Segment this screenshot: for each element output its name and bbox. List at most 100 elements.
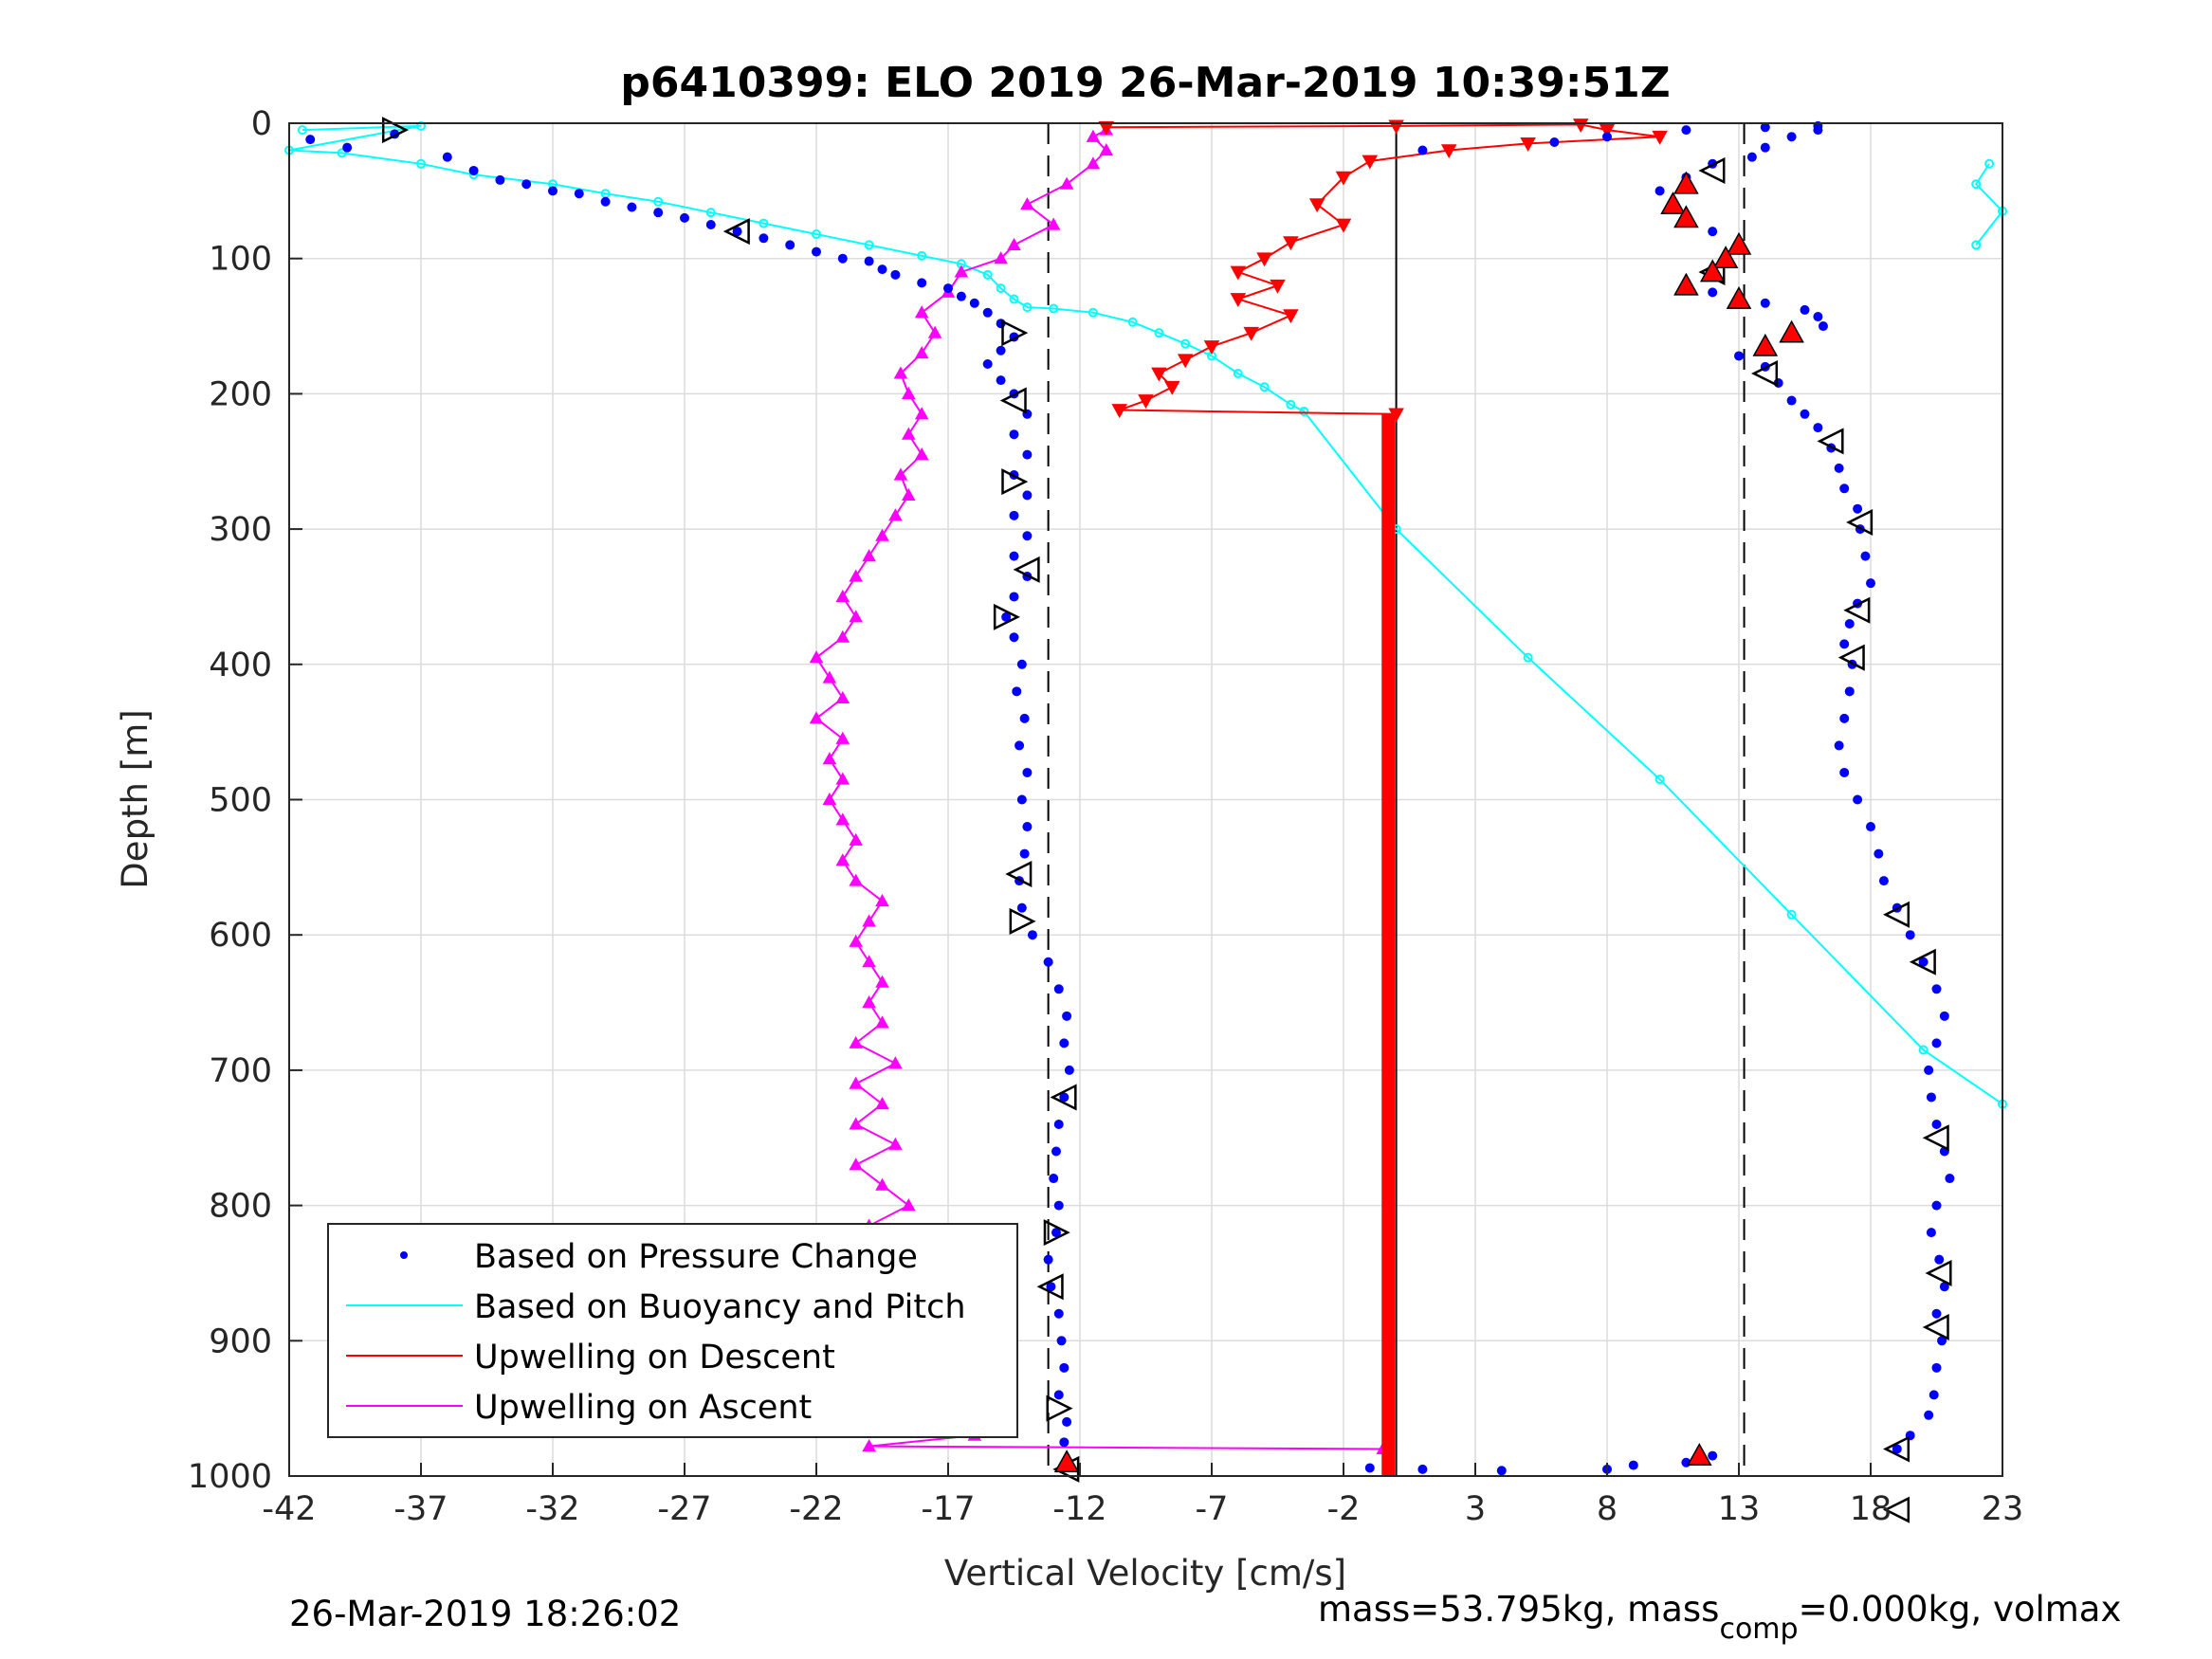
open-triangle-marker [1846, 508, 1874, 536]
marker-layer [381, 117, 1952, 1523]
open-triangle-marker [1817, 428, 1844, 455]
red-filled-triangle-marker [1699, 259, 1726, 283]
upwelling-ascent-marker [835, 812, 850, 826]
buoyancy-pitch-point [1971, 240, 1982, 250]
upwelling-ascent-marker [888, 508, 903, 521]
open-triangle-marker [1005, 860, 1033, 888]
y-tick-label: 200 [209, 375, 272, 413]
footer-mass-main: mass=53.795kg, mass [1318, 1589, 1719, 1630]
buoyancy-pitch-point [297, 125, 307, 136]
pressure-change-point [1049, 1174, 1059, 1184]
pressure-change-point [1760, 298, 1770, 308]
upwelling-ascent-marker [835, 690, 850, 704]
pressure-change-point [1746, 152, 1757, 162]
pressure-change-point [1059, 1437, 1069, 1448]
pressure-change-point [342, 142, 353, 153]
pressure-change-point [1046, 1282, 1056, 1292]
buoyancy-pitch-point [1022, 302, 1033, 313]
upwelling-ascent-marker [822, 670, 837, 684]
pressure-change-point [1834, 740, 1844, 751]
open-triangle-marker [1909, 948, 1936, 975]
upwelling-descent-marker [1203, 340, 1220, 355]
pressure-change-point [1019, 848, 1030, 859]
open-triangle-marker [1843, 596, 1871, 624]
red-filled-triangle-marker [1726, 231, 1752, 255]
x-tick-label: -32 [525, 1490, 579, 1528]
pressure-change-point [705, 220, 716, 230]
x-tick-label: -2 [1327, 1490, 1361, 1528]
y-tick-label: 600 [209, 917, 272, 955]
pressure-change-point [864, 256, 874, 266]
buoyancy-pitch-point [1049, 303, 1059, 314]
upwelling-ascent-marker [1086, 129, 1101, 142]
pressure-change-point [1009, 551, 1019, 561]
pressure-change-point [1800, 409, 1810, 419]
upwelling-ascent-marker [1059, 176, 1074, 190]
pressure-change-point [1931, 1200, 1942, 1211]
upwelling-ascent-marker [875, 528, 889, 541]
upwelling-ascent-marker [835, 731, 850, 744]
red-filled-triangle-marker [1752, 333, 1779, 356]
pressure-change-point [1019, 713, 1030, 723]
pressure-change-point [1931, 984, 1942, 994]
pressure-change-point [1708, 227, 1718, 237]
pressure-change-point [1022, 531, 1033, 541]
pressure-change-point [627, 202, 637, 212]
open-triangle-marker [1925, 1259, 1952, 1286]
pressure-change-point [1866, 578, 1875, 589]
buoyancy-pitch-point [1233, 368, 1243, 378]
pressure-change-point [1834, 463, 1844, 473]
pressure-change-point [1813, 125, 1823, 136]
y-axis-ticks: 0 100 200 300 400 500 600 700 800 900 1000 [188, 105, 302, 1496]
pressure-change-point [1051, 1228, 1061, 1238]
pressure-change-point [1924, 1410, 1934, 1420]
pressure-change-point [495, 174, 505, 185]
pressure-change-point [1022, 490, 1033, 501]
upwelling-ascent-marker [849, 1076, 863, 1089]
pressure-change-point [1016, 794, 1027, 805]
pressure-change-point [1009, 510, 1019, 520]
pressure-change-point [1708, 1450, 1718, 1461]
pressure-change-point [732, 227, 742, 237]
pressure-change-point [1786, 395, 1797, 406]
pressure-change-point [1001, 611, 1012, 622]
pressure-change-point [1016, 902, 1027, 913]
reference-lines [1047, 123, 1746, 1476]
upwelling-ascent-marker [875, 1177, 889, 1191]
pressure-change-point [1839, 639, 1850, 649]
buoyancy-pitch-point [1786, 909, 1797, 920]
y-tick-label: 800 [209, 1188, 272, 1226]
upwelling-ascent-marker [849, 610, 863, 623]
pressure-change-point [996, 375, 1006, 386]
pressure-change-point [548, 186, 558, 196]
pressure-change-point [1364, 1463, 1375, 1473]
upwelling-ascent-marker [875, 1015, 889, 1029]
pressure-change-point [1786, 132, 1797, 142]
upwelling-descent-marker [1270, 279, 1286, 294]
open-triangle-marker [1922, 1124, 1949, 1152]
pressure-change-point [1839, 483, 1850, 494]
open-triangle-marker [1883, 1496, 1910, 1523]
pressure-change-point [1853, 794, 1863, 805]
buoyancy-pitch-point [1088, 307, 1098, 318]
pressure-change-point [574, 189, 584, 199]
pressure-change-point [521, 179, 532, 190]
upwelling-ascent-marker [902, 427, 916, 440]
buoyancy-pitch-point [759, 218, 769, 228]
pressure-change-point [1059, 1362, 1069, 1373]
legend: Based on Pressure Change Based on Buoyan… [327, 1223, 1018, 1438]
red-filled-triangle-marker [1053, 1449, 1080, 1473]
pressure-change-point [785, 240, 795, 250]
upwelling-ascent-marker [888, 1056, 903, 1069]
pressure-change-point [1839, 767, 1850, 777]
pressure-change-point [1734, 351, 1744, 361]
upwelling-ascent-marker [809, 711, 824, 724]
upwelling-ascent-marker [1020, 197, 1034, 210]
open-triangle-marker [381, 117, 409, 144]
upwelling-descent-marker [1164, 380, 1180, 395]
pressure-change-point [1009, 592, 1019, 602]
pressure-change-point [305, 135, 316, 145]
upwelling-ascent-marker [893, 366, 908, 379]
pressure-change-point [1681, 125, 1691, 136]
upwelling-ascent-marker [914, 407, 929, 420]
